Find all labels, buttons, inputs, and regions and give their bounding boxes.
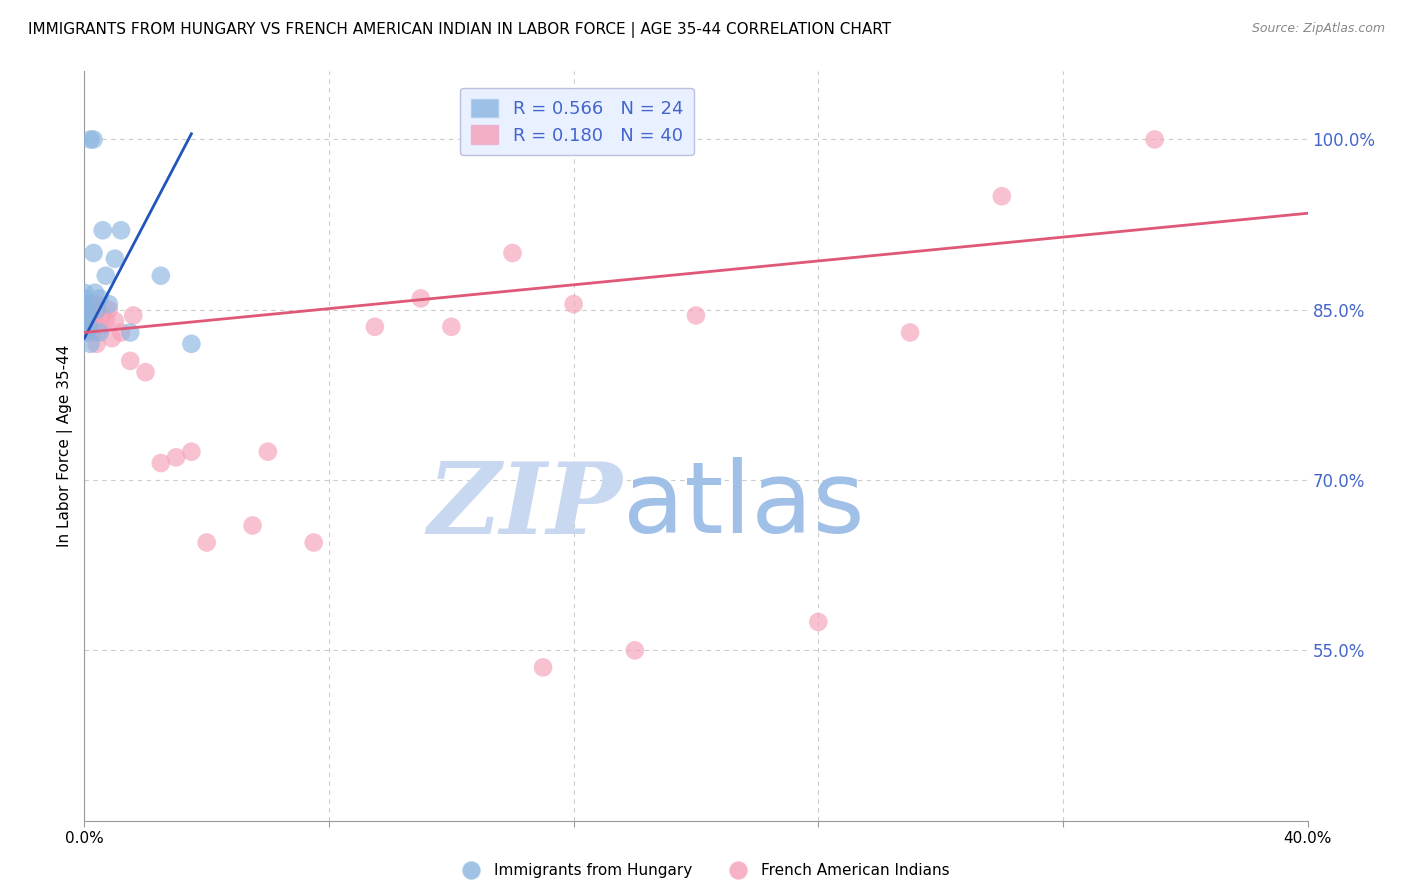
Point [110,223,132,237]
Point [80,297,103,311]
Point [83,309,105,323]
Point [76,326,98,340]
Point [86,336,108,351]
Point [502,246,524,260]
Point [104,314,127,328]
Point [73,285,96,300]
Point [77,314,100,328]
Point [77,319,100,334]
Point [685,309,707,323]
Point [94,314,117,328]
Point [165,450,187,465]
Point [76,302,98,317]
Point [89,319,111,334]
Point [180,336,202,351]
Point [84,285,107,300]
Point [195,535,218,549]
Point [110,326,132,340]
Point [73,292,96,306]
Point [364,319,387,334]
Point [122,309,145,323]
Point [807,615,830,629]
Text: ZIP: ZIP [427,458,623,554]
Point [89,326,111,340]
Point [149,456,172,470]
Point [409,292,432,306]
Point [120,326,142,340]
Point [73,314,96,328]
Point [149,268,172,283]
Point [898,326,921,340]
Point [242,518,264,533]
Point [73,297,96,311]
Text: IMMIGRANTS FROM HUNGARY VS FRENCH AMERICAN INDIAN IN LABOR FORCE | AGE 35-44 COR: IMMIGRANTS FROM HUNGARY VS FRENCH AMERIC… [28,22,891,38]
Text: atlas: atlas [623,458,865,555]
Point [302,535,325,549]
Legend: Immigrants from Hungary, French American Indians: Immigrants from Hungary, French American… [450,857,956,884]
Point [101,331,124,345]
Point [97,302,120,317]
Point [135,365,157,379]
Point [79,336,101,351]
Point [440,319,463,334]
Point [79,132,101,146]
Point [83,326,105,340]
Point [120,354,142,368]
Point [562,297,585,311]
Point [73,326,96,340]
Point [76,309,98,323]
Point [89,292,111,306]
Point [83,246,105,260]
Point [104,252,127,266]
Point [86,302,108,317]
Point [97,297,120,311]
Point [79,326,101,340]
Point [180,444,202,458]
Point [1143,132,1166,146]
Point [94,268,117,283]
Point [91,309,114,323]
Y-axis label: In Labor Force | Age 35-44: In Labor Force | Age 35-44 [58,345,73,547]
Point [76,297,98,311]
Point [257,444,280,458]
Point [73,302,96,317]
Point [991,189,1014,203]
Point [531,660,554,674]
Point [75,309,97,323]
Point [83,132,105,146]
Point [86,297,108,311]
Legend: R = 0.566   N = 24, R = 0.180   N = 40: R = 0.566 N = 24, R = 0.180 N = 40 [460,88,695,155]
Point [624,643,647,657]
Text: Source: ZipAtlas.com: Source: ZipAtlas.com [1251,22,1385,36]
Point [91,223,114,237]
